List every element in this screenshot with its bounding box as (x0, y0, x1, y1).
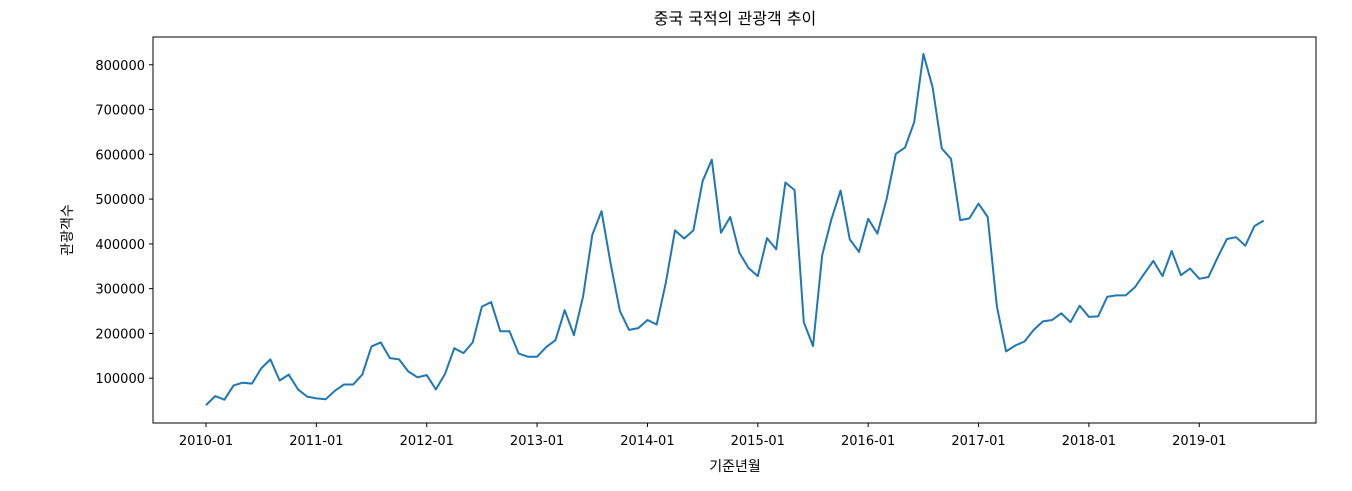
plot-frame (152, 36, 1317, 424)
x-tick-label: 2016-01 (841, 434, 895, 449)
y-axis-label: 관광객수 (60, 204, 76, 256)
y-tick-label: 100000 (95, 372, 145, 387)
y-tick-label: 200000 (95, 327, 145, 342)
x-tick-label: 2019-01 (1172, 434, 1226, 449)
x-tick-label: 2015-01 (731, 434, 785, 449)
x-tick-label: 2017-01 (951, 434, 1005, 449)
x-tick-label: 2012-01 (400, 434, 454, 449)
y-tick-label: 800000 (95, 59, 145, 74)
x-tick-label: 2014-01 (620, 434, 674, 449)
x-tick-label: 2013-01 (510, 434, 564, 449)
x-tick-label: 2011-01 (289, 434, 343, 449)
y-tick-label: 400000 (95, 238, 145, 253)
chart-title: 중국 국적의 관광객 추이 (654, 9, 816, 28)
y-axis-ticks: 100000 200000 300000 400000 500000 600000 7000… (95, 59, 153, 387)
series-line (205, 53, 1265, 406)
x-tick-label: 2010-01 (179, 434, 233, 449)
y-tick-label: 500000 (95, 193, 145, 208)
x-tick-label: 2018-01 (1062, 434, 1116, 449)
y-tick-label: 600000 (95, 148, 145, 163)
x-axis-ticks: 2010-01 2011-01 2012-01 2013-01 2014-01 2015-… (179, 423, 1226, 449)
y-tick-label: 700000 (95, 104, 145, 119)
y-tick-label: 300000 (95, 283, 145, 298)
x-axis-label: 기준년월 (709, 459, 761, 475)
